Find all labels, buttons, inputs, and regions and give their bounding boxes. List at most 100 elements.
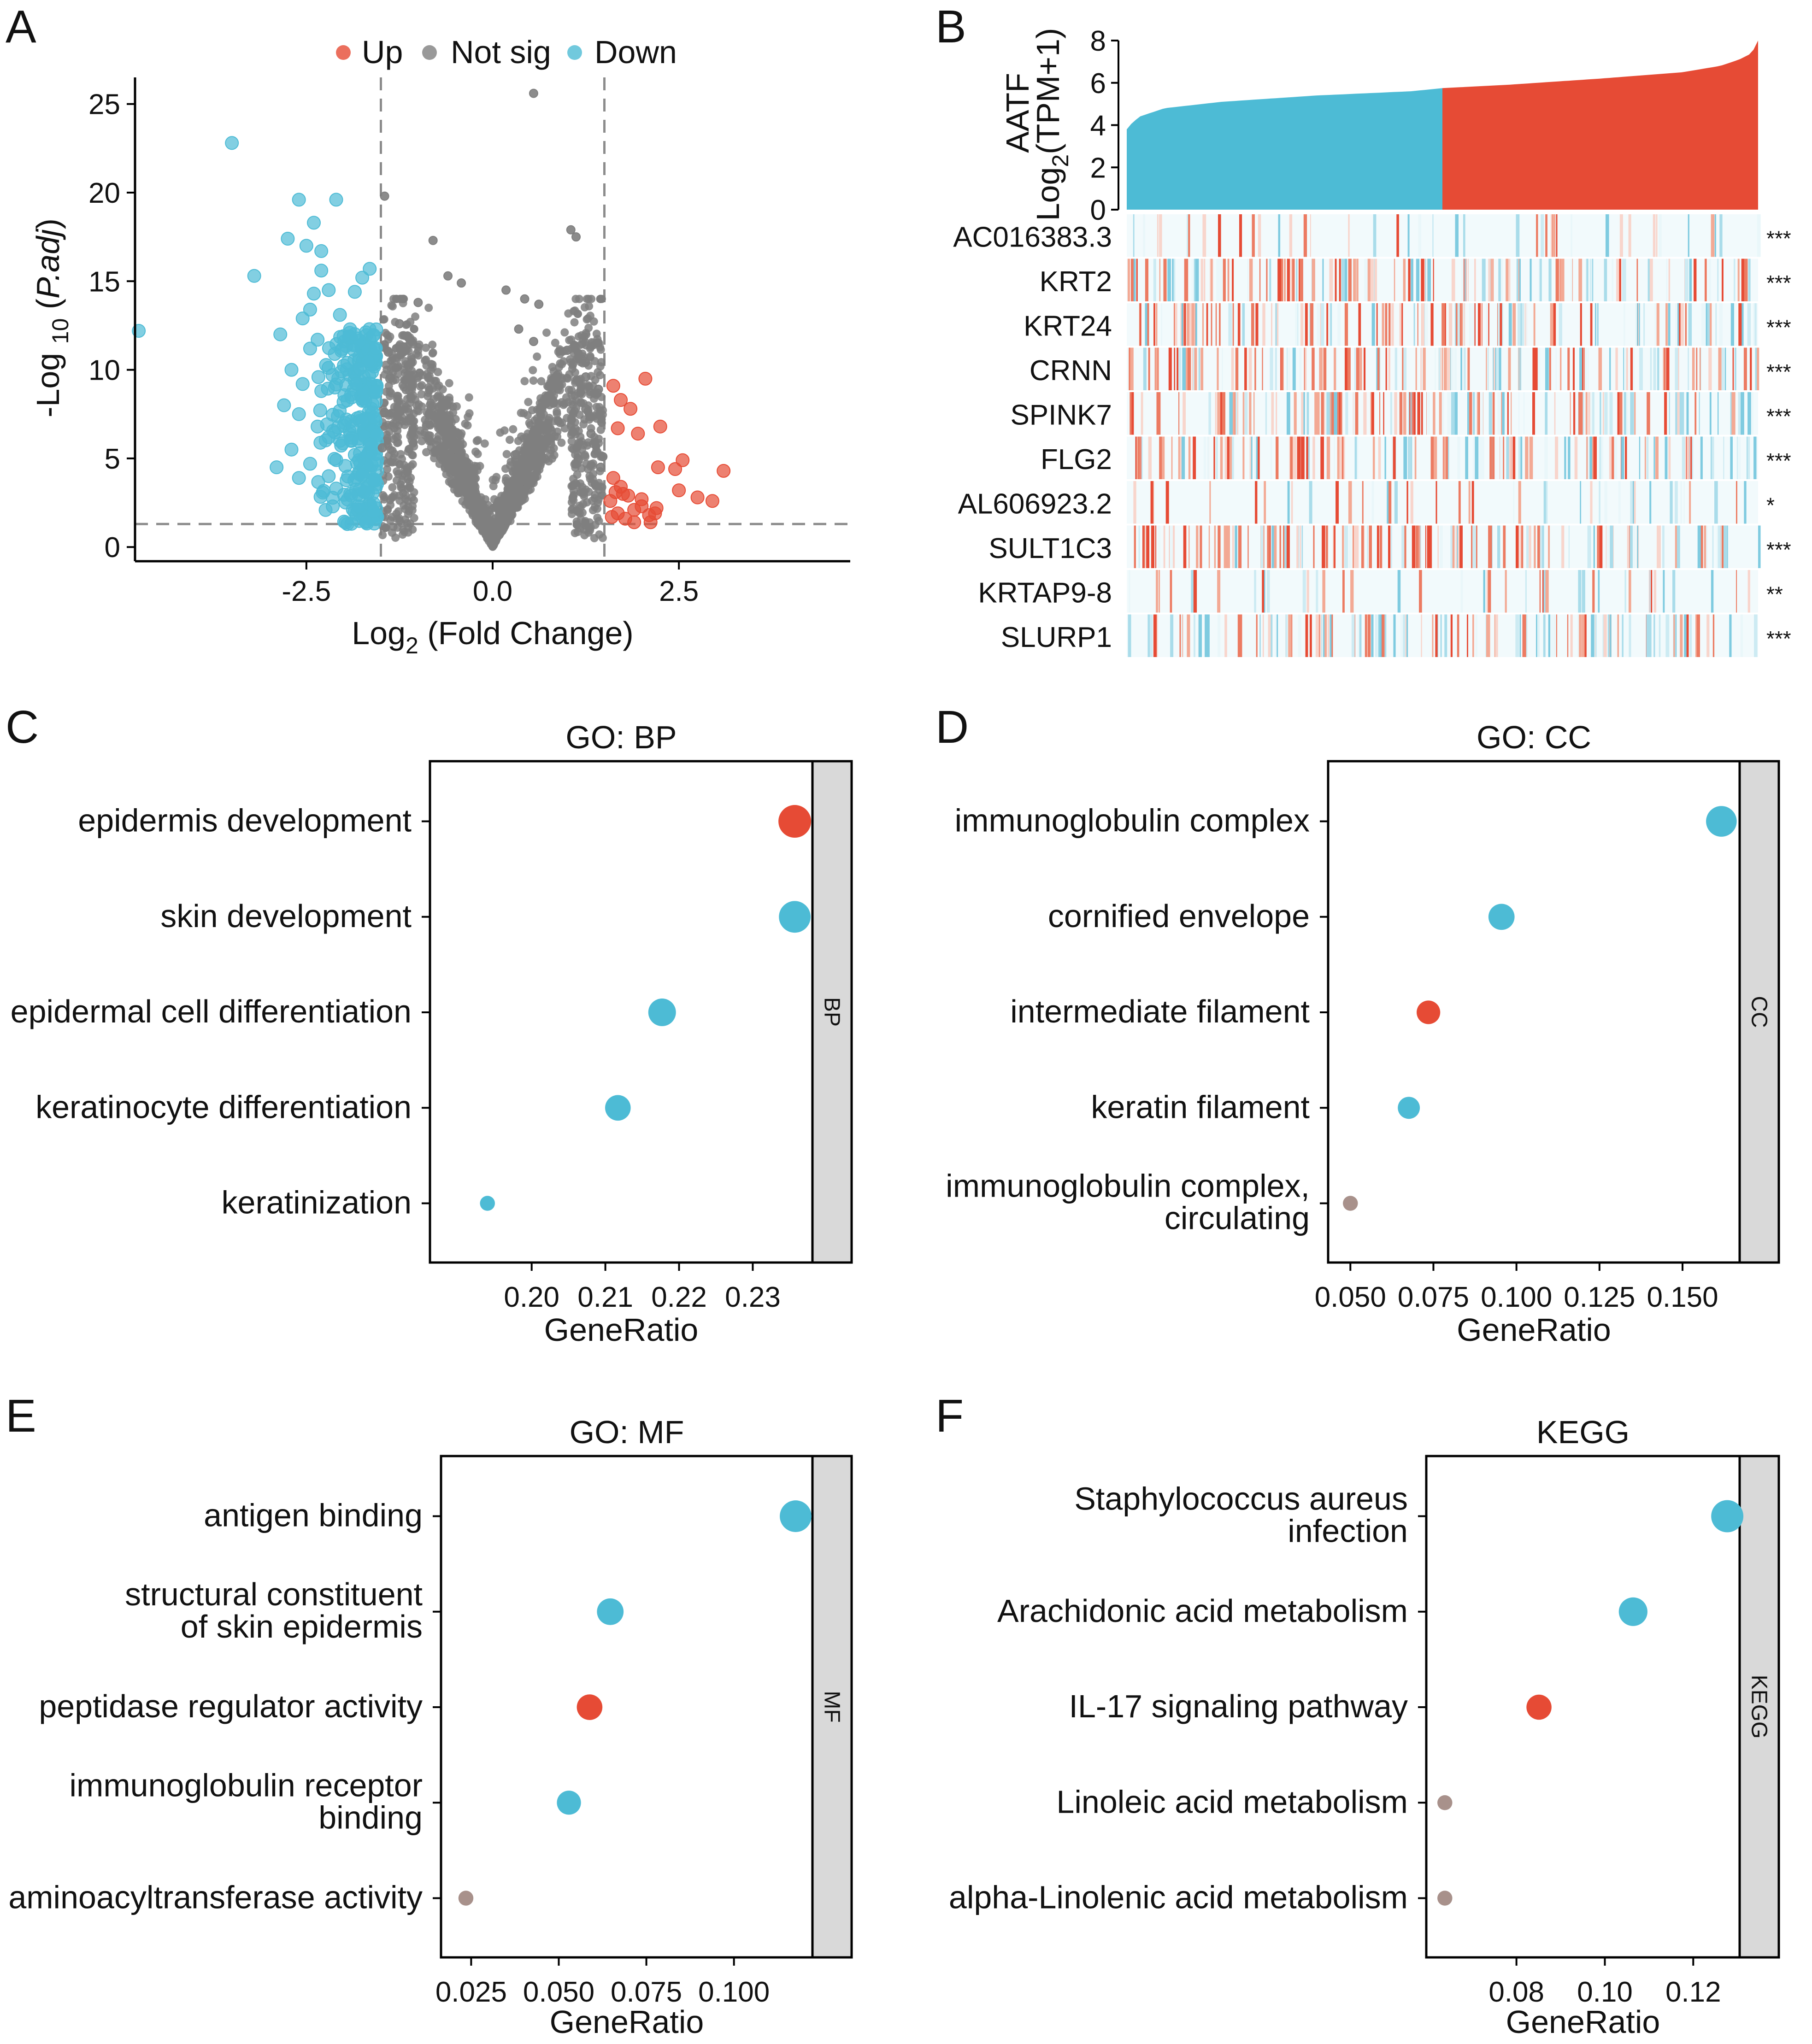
term-label: binding xyxy=(318,1799,423,1835)
y-tick-label: 20 xyxy=(88,177,120,209)
point-down xyxy=(333,308,347,322)
y-axis-title-pre: -Log xyxy=(30,344,66,417)
point-up xyxy=(611,421,625,435)
panel-label: F xyxy=(935,1390,964,1442)
x-axis-title-main: Log xyxy=(352,615,406,651)
x-axis-title: GeneRatio xyxy=(544,1312,699,1348)
bar-y-title-gene: AATF xyxy=(1000,73,1035,153)
plot-frame xyxy=(1425,1455,1741,1959)
term-dot xyxy=(577,1694,603,1720)
significance-stars: *** xyxy=(1766,226,1791,250)
x-tick-label: 0.100 xyxy=(698,1976,770,2008)
heatmap-row xyxy=(1127,258,1758,301)
point-down xyxy=(273,327,288,341)
point-not-sig xyxy=(598,452,608,462)
point-not-sig xyxy=(443,271,453,281)
y-tick-label: 25 xyxy=(88,89,120,121)
x-tick-label: 0.100 xyxy=(1481,1281,1552,1313)
point-down xyxy=(344,388,358,402)
point-down xyxy=(329,482,343,496)
legend-marker-up xyxy=(336,45,351,60)
panel-label: D xyxy=(935,701,969,753)
heatmap-row-background xyxy=(1127,481,1758,524)
expression-bars-high-group xyxy=(1442,41,1758,210)
x-tick-label: 0.10 xyxy=(1577,1976,1633,2008)
term-label: intermediate filament xyxy=(1010,993,1310,1029)
x-tick-label: 2.5 xyxy=(659,576,699,607)
x-tick-label: 0.025 xyxy=(435,1976,507,2008)
term-label: structural constituent xyxy=(125,1576,423,1612)
plot-title: GO: MF xyxy=(570,1414,684,1450)
point-up xyxy=(668,462,682,476)
point-up xyxy=(631,427,645,441)
term-dot xyxy=(1417,1000,1441,1024)
term-dot xyxy=(557,1791,581,1815)
point-down xyxy=(292,407,306,421)
facet-strip-label: MF xyxy=(820,1691,844,1722)
heatmap-row-background xyxy=(1127,214,1758,257)
term-label: infection xyxy=(1288,1513,1408,1549)
point-down xyxy=(314,384,329,398)
point-not-sig xyxy=(594,384,603,394)
term-label: keratin filament xyxy=(1091,1089,1310,1125)
heatmap-row xyxy=(1127,303,1758,346)
series-up xyxy=(603,371,731,529)
not-sig-point-cloud xyxy=(378,294,607,551)
facet-strip-label: KEGG xyxy=(1747,1675,1771,1739)
panel-label: C xyxy=(6,701,39,753)
point-not-sig xyxy=(573,455,583,465)
term-label: cornified envelope xyxy=(1048,898,1310,934)
x-tick-label: 0.125 xyxy=(1564,1281,1635,1313)
point-up xyxy=(648,506,662,521)
x-tick-label: 0.08 xyxy=(1488,1976,1544,2008)
term-dot xyxy=(1618,1597,1647,1626)
significance-stars: ** xyxy=(1766,582,1783,606)
term-dot xyxy=(1437,1891,1453,1906)
point-not-sig xyxy=(529,88,538,98)
heatmap-row-label: SPINK7 xyxy=(1010,399,1112,431)
point-up xyxy=(605,510,619,524)
plot-frame xyxy=(1327,760,1741,1264)
point-not-sig xyxy=(534,300,544,309)
x-axis-title-sub: 2 xyxy=(406,633,418,658)
point-down xyxy=(311,419,325,434)
y-tick-label: 0 xyxy=(105,532,120,564)
x-tick-label: 0.050 xyxy=(1315,1281,1386,1313)
heatmap-row xyxy=(1127,570,1758,613)
x-tick-label: 0.21 xyxy=(577,1281,633,1313)
point-up xyxy=(653,419,667,434)
point-down xyxy=(314,264,329,278)
plot-title: GO: BP xyxy=(565,719,677,755)
point-down xyxy=(284,363,299,377)
heatmap-row-label: KRTAP9-8 xyxy=(978,577,1112,609)
legend-marker-not-sig xyxy=(422,45,437,60)
heatmap-row xyxy=(1127,614,1758,657)
point-down xyxy=(277,398,291,412)
bar-y-tick-label: 2 xyxy=(1090,152,1106,184)
point-up xyxy=(690,490,705,505)
point-up xyxy=(627,515,641,529)
heatmap-row xyxy=(1127,214,1761,257)
heatmap-row-background xyxy=(1127,570,1758,613)
point-up xyxy=(614,393,628,407)
point-down xyxy=(292,471,306,485)
point-up xyxy=(606,379,620,393)
point-not-sig xyxy=(566,225,576,235)
term-dot xyxy=(778,805,812,838)
term-label: Linoleic acid metabolism xyxy=(1056,1784,1408,1820)
heatmap-row-label: FLG2 xyxy=(1041,444,1112,476)
term-label: circulating xyxy=(1165,1200,1310,1236)
significance-stars: *** xyxy=(1766,449,1791,473)
bar-y-title-unit-pre: Log xyxy=(1030,167,1066,221)
point-up xyxy=(717,464,731,478)
term-label: antigen binding xyxy=(204,1498,423,1533)
point-down xyxy=(270,460,284,475)
legend-label: Down xyxy=(594,34,677,70)
term-dot xyxy=(648,999,676,1027)
term-label: skin development xyxy=(160,898,412,934)
legend-marker-down xyxy=(567,45,582,60)
point-up xyxy=(606,471,620,485)
y-axis-title-sub: 10 xyxy=(47,318,73,344)
facet-strip xyxy=(811,1455,853,1959)
